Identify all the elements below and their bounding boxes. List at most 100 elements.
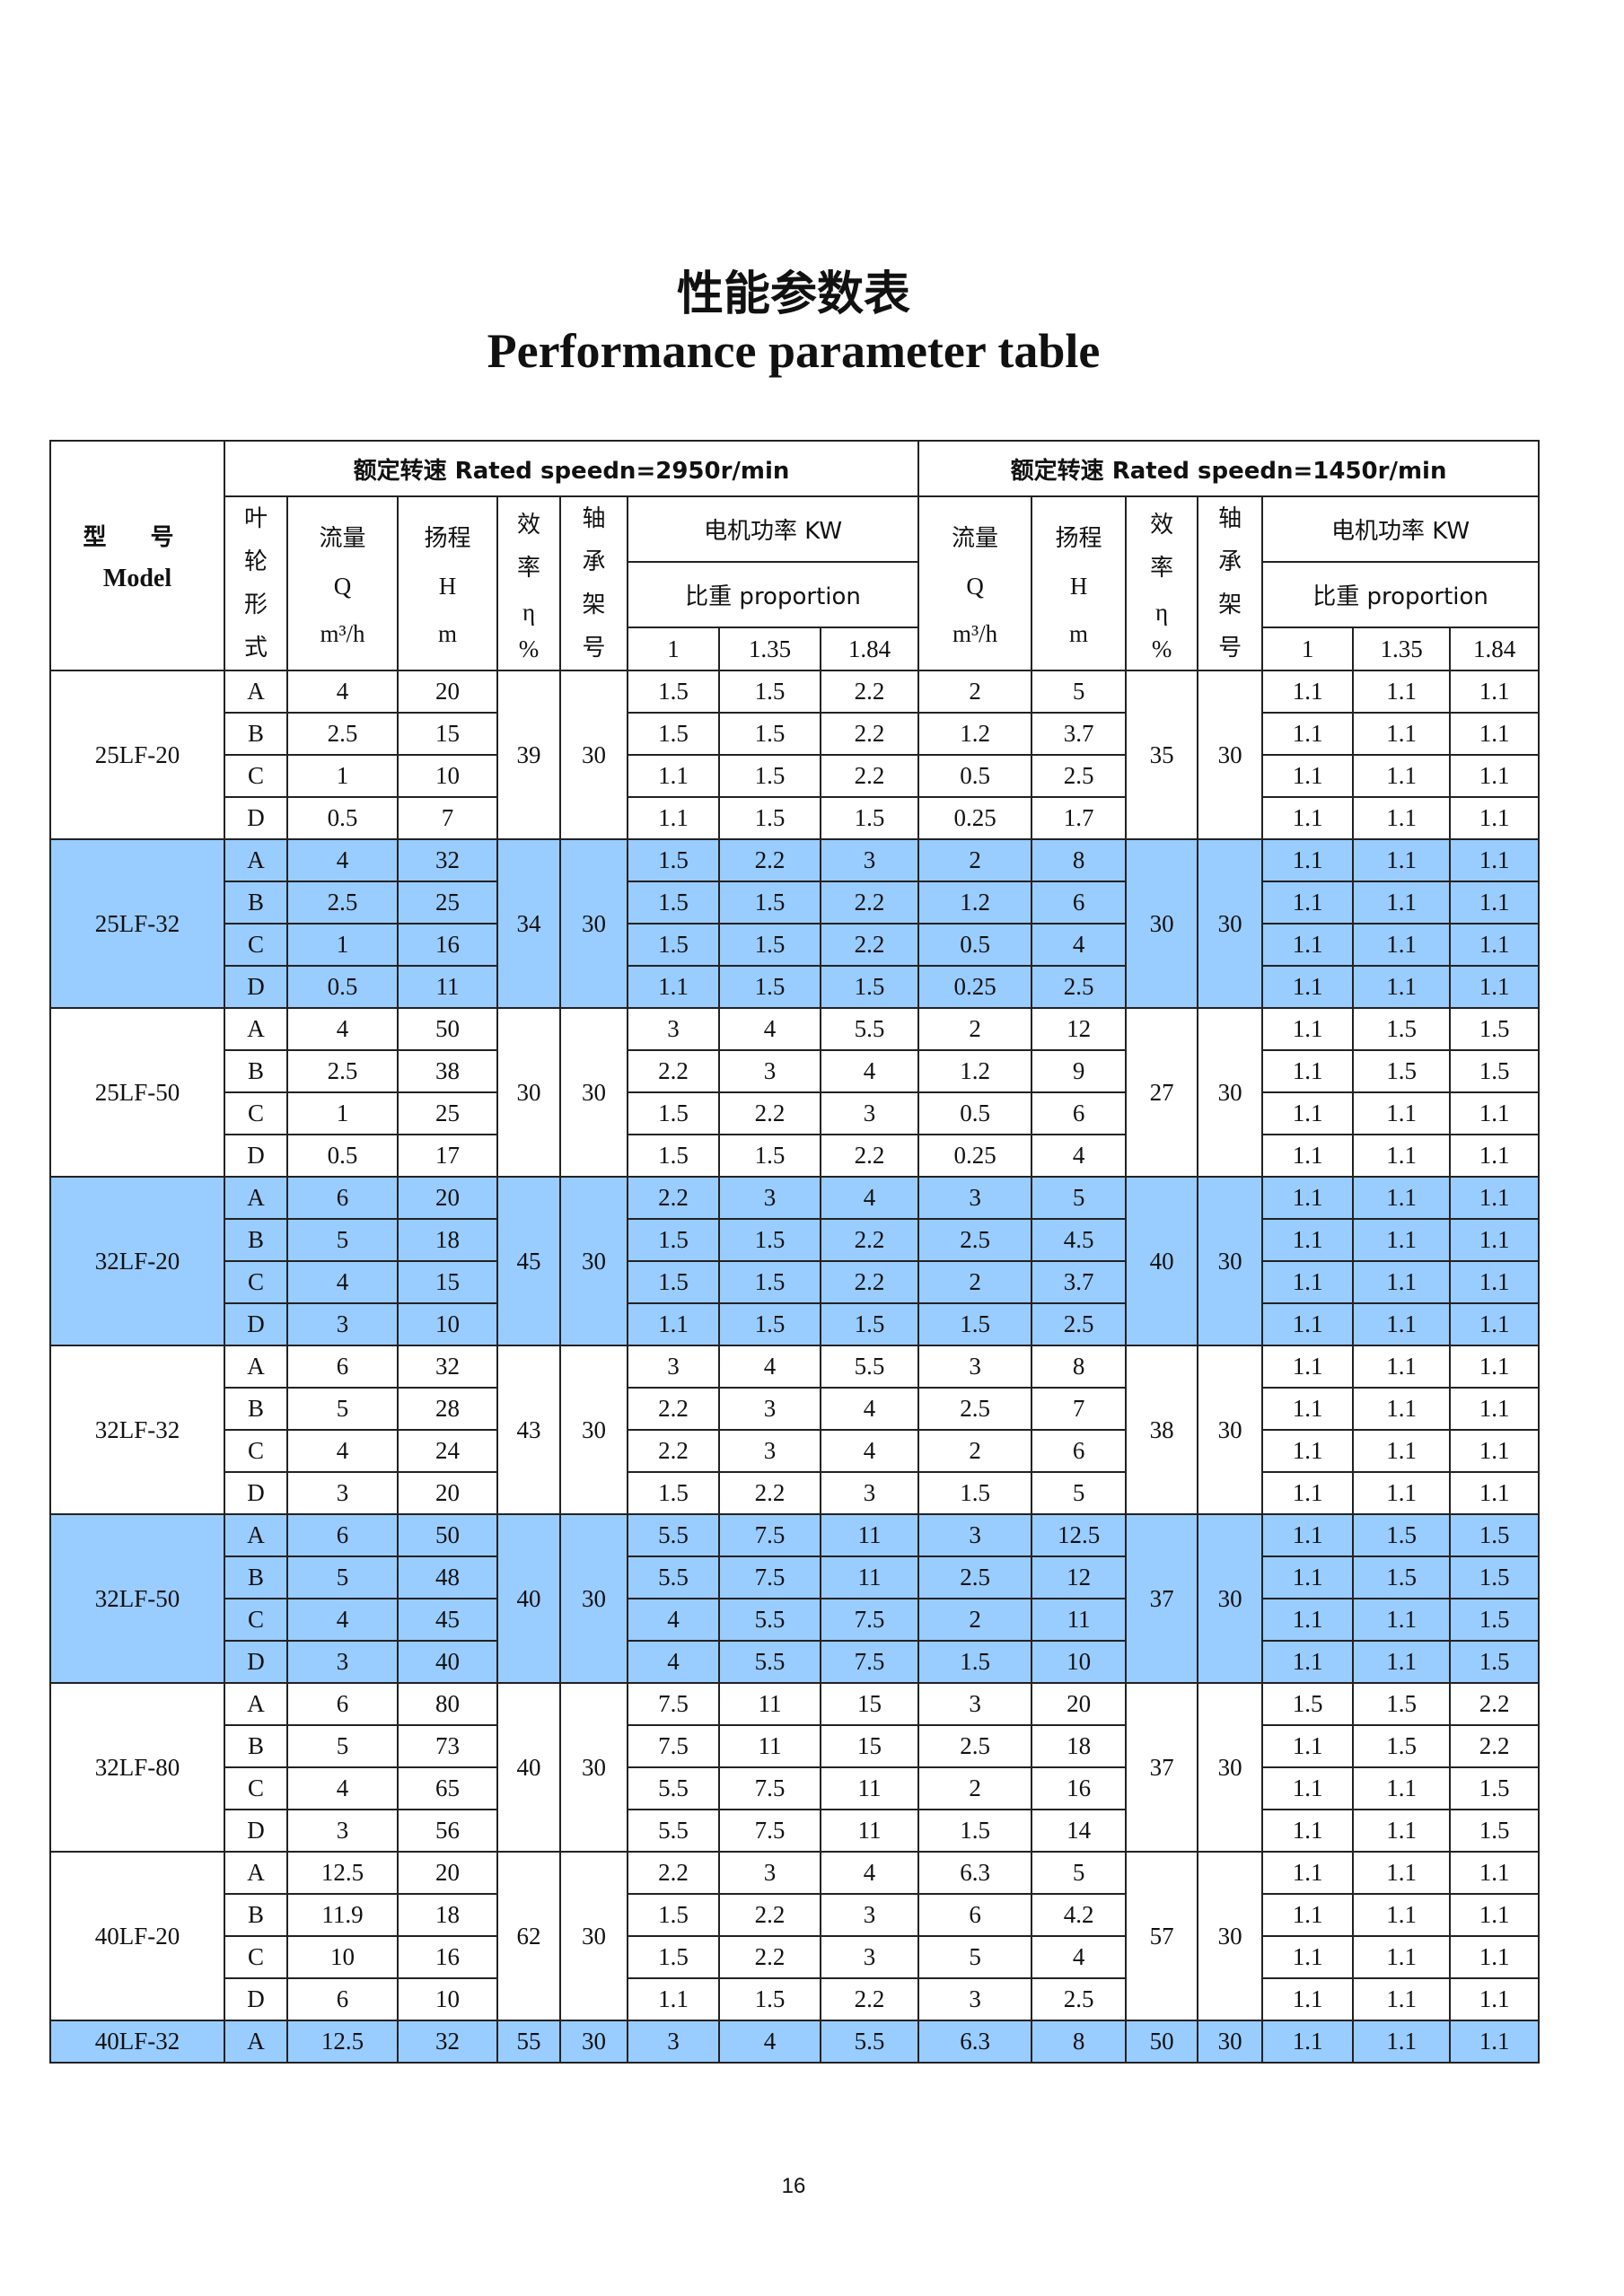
- power-1450-1-cell: 1.1: [1261, 1091, 1355, 1135]
- power-1-84-cell: 4: [819, 1851, 920, 1895]
- flow-q-cell: 4: [286, 1766, 399, 1810]
- power-1-84-cell: 1.5: [819, 1302, 920, 1346]
- bearing-1450-cell: 30: [1197, 1513, 1264, 1684]
- head-h-1450-cell: 4: [1031, 1935, 1128, 1979]
- model-name: 25LF-32: [49, 838, 225, 1009]
- flow-q-cell: 4: [286, 670, 399, 714]
- head-h-cell: 10: [397, 1302, 498, 1346]
- head-h-1450-cell: 2.5: [1031, 1302, 1128, 1346]
- efficiency-1450-cell: 37: [1125, 1513, 1199, 1684]
- flow-q-cell: 6: [286, 1176, 399, 1220]
- gravity-1: 1: [1261, 627, 1355, 671]
- power-1450-1-84-cell: 1.1: [1449, 923, 1541, 967]
- power-1450-1-84-cell: 1.5: [1449, 1555, 1541, 1599]
- head-h-1450-cell: 11: [1031, 1598, 1128, 1642]
- power-1450-1-35-cell: 1.1: [1352, 838, 1452, 882]
- power-1-84-cell: 3: [819, 1471, 920, 1515]
- power-1450-1-35-cell: 1.1: [1352, 670, 1452, 714]
- impeller-cell: A: [224, 1682, 288, 1726]
- power-1450-1-cell: 1.1: [1261, 1851, 1355, 1895]
- power-1450-1-35-cell: 1.1: [1352, 754, 1452, 798]
- model-name: 32LF-50: [49, 1513, 225, 1684]
- head-h-cell: 25: [397, 1091, 498, 1135]
- impeller-cell: D: [224, 1134, 288, 1178]
- table-row: D 0.5 7 1.1 1.5 1.5 0.25 1.7 1.1 1.1 1.1: [50, 796, 1541, 840]
- power-1-84-cell: 4: [819, 1176, 920, 1220]
- head-label: 扬程: [424, 524, 471, 552]
- flow-q-cell: 1: [286, 1091, 399, 1135]
- power-1-cell: 3: [627, 1007, 720, 1051]
- power-1-35-cell: 3: [718, 1387, 821, 1431]
- head-h-cell: 38: [397, 1049, 498, 1093]
- power-1-84-cell: 15: [819, 1724, 920, 1768]
- power-1450-1-35-cell: 1.5: [1352, 1724, 1452, 1768]
- flow-q-cell: 1: [286, 923, 399, 967]
- impeller-cell: A: [224, 838, 288, 882]
- power-1450-1-cell: 1.1: [1261, 1429, 1355, 1473]
- impeller-cell: C: [224, 923, 288, 967]
- flow-q-1450-cell: 6.3: [917, 1851, 1033, 1895]
- head-h-1450-cell: 6: [1031, 1091, 1128, 1135]
- power-1450-1-84-cell: 1.1: [1449, 965, 1541, 1009]
- power-1450-1-35-cell: 1.1: [1352, 1851, 1452, 1895]
- bearing-2950-cell: 30: [559, 1851, 628, 2021]
- impeller-cell: D: [224, 1471, 288, 1515]
- power-1450-1-cell: 1.1: [1261, 1766, 1355, 1810]
- power-1-84-cell: 4: [819, 1049, 920, 1093]
- head-h-cell: 73: [397, 1724, 498, 1768]
- table-row: D 0.5 11 1.1 1.5 1.5 0.25 2.5 1.1 1.1 1.1: [50, 965, 1541, 1009]
- power-1450-1-cell: 1.1: [1261, 923, 1355, 967]
- power-1450-1-35-cell: 1.1: [1352, 965, 1452, 1009]
- power-1-cell: 1.1: [627, 1977, 720, 2021]
- efficiency-1450-cell: 27: [1125, 1007, 1199, 1178]
- bearing-2950-cell: 30: [559, 1007, 628, 1178]
- head-h-cell: 20: [397, 670, 498, 714]
- efficiency-1450-cell: 38: [1125, 1345, 1199, 1515]
- power-1-35-cell: 1.5: [718, 923, 821, 967]
- power-1450-1-84-cell: 1.5: [1449, 1640, 1541, 1684]
- table-row: B 5 48 5.5 7.5 11 2.5 12 1.1 1.5 1.5: [50, 1555, 1541, 1599]
- power-1450-1-cell: 1.1: [1261, 838, 1355, 882]
- table-row: B 2.5 38 2.2 3 4 1.2 9 1.1 1.5 1.5: [50, 1049, 1541, 1093]
- power-1-84-cell: 2.2: [819, 1260, 920, 1304]
- impeller-cell: A: [224, 1345, 288, 1389]
- head-h-cell: 20: [397, 1851, 498, 1895]
- head-h-1450-cell: 5: [1031, 1471, 1128, 1515]
- bearing-2950-cell: 30: [559, 2020, 628, 2064]
- efficiency-2950-cell: 34: [496, 838, 561, 1009]
- power-1-84-cell: 7.5: [819, 1598, 920, 1642]
- power-1450-1-cell: 1.1: [1261, 670, 1355, 714]
- impeller-cell: A: [224, 670, 288, 714]
- bearing-2950-cell: 30: [559, 670, 628, 840]
- power-1-35-cell: 5.5: [718, 1640, 821, 1684]
- proportion-header-2: 比重 proportion: [1261, 561, 1541, 628]
- power-1-35-cell: 4: [718, 1345, 821, 1389]
- head-h-cell: 11: [397, 965, 498, 1009]
- table-row: D 3 20 1.5 2.2 3 1.5 5 1.1 1.1 1.1: [50, 1471, 1541, 1515]
- head-h-1450-cell: 4.5: [1031, 1218, 1128, 1262]
- table-row: 40LF-32 A 12.5 32 55 30 3 4 5.5 6.3 8 50 30 1.1 1.1 1.1: [49, 2020, 1541, 2064]
- head-h-1450-cell: 16: [1031, 1766, 1128, 1810]
- flow-q-cell: 5: [286, 1387, 399, 1431]
- power-1-84-cell: 2.2: [819, 923, 920, 967]
- head-h-cell: 24: [397, 1429, 498, 1473]
- power-1-cell: 2.2: [627, 1851, 720, 1895]
- power-1-cell: 4: [627, 1598, 720, 1642]
- gravity-1-84: 1.84: [819, 627, 920, 671]
- motor-power-header: 电机功率 KW: [626, 495, 920, 563]
- power-1-84-cell: 5.5: [819, 2020, 920, 2064]
- head-h-1450-cell: 3.7: [1031, 712, 1128, 756]
- head-h-1450-cell: 2.5: [1031, 1977, 1128, 2021]
- power-1-35-cell: 4: [718, 2020, 821, 2064]
- head-h-1450-cell: 6: [1031, 881, 1128, 925]
- flow-q-1450-cell: 0.5: [917, 923, 1033, 967]
- model-name: 40LF-20: [49, 1851, 225, 2021]
- power-1450-1-84-cell: 1.1: [1449, 1429, 1541, 1473]
- efficiency-header: 效率 η%: [496, 495, 561, 671]
- power-1-84-cell: 4: [819, 1387, 920, 1431]
- flow-q-1450-cell: 6.3: [917, 2020, 1033, 2064]
- table-row: B 2.5 15 1.5 1.5 2.2 1.2 3.7 1.1 1.1 1.1: [50, 712, 1541, 756]
- impeller-cell: C: [224, 1598, 288, 1642]
- power-1-35-cell: 7.5: [718, 1766, 821, 1810]
